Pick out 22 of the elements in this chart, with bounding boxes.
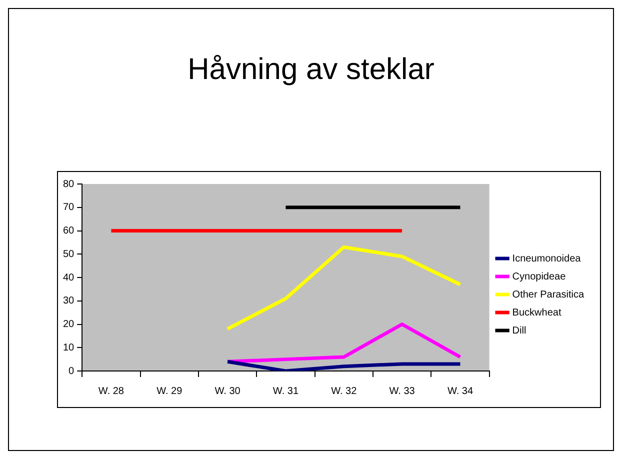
y-tick-label: 40: [63, 272, 75, 284]
x-tick-label: W. 30: [214, 386, 241, 397]
y-tick-label: 20: [63, 319, 75, 330]
y-tick-label: 30: [63, 296, 75, 307]
x-tick-label: W. 33: [389, 386, 416, 397]
y-tick-label: 0: [68, 366, 75, 377]
legend-label: Other Parasitica: [512, 289, 584, 300]
legend-label: Icneumonoidea: [512, 253, 582, 264]
x-tick-label: W. 28: [98, 386, 124, 397]
y-tick-label: 70: [63, 202, 75, 214]
legend-label: Cynopideae: [512, 271, 566, 282]
x-tick-label: W. 34: [447, 386, 474, 397]
y-tick-label: 60: [63, 226, 75, 236]
y-tick-label: 10: [63, 342, 75, 354]
x-tick-label: W. 31: [272, 386, 299, 397]
legend-label: Buckwheat: [512, 307, 562, 318]
chart-title: Håvning av steklar: [186, 53, 436, 87]
y-tick-label: 50: [63, 248, 75, 260]
x-tick-label: W. 32: [331, 386, 358, 397]
x-tick-label: W. 29: [156, 386, 183, 397]
y-tick-label: 80: [63, 178, 75, 190]
legend-label: Dill: [512, 325, 526, 336]
